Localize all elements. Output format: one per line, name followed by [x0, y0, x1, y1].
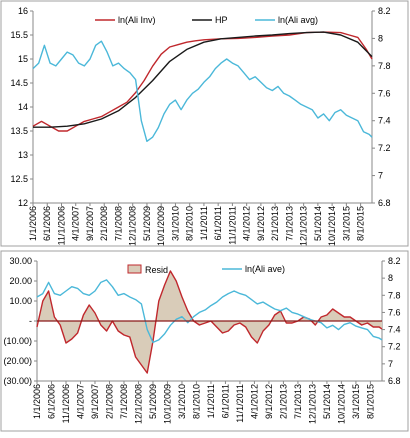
right-axis-tick-label: 6.8: [388, 376, 401, 386]
x-axis-tick-label: 3/1/2015: [341, 206, 351, 241]
x-axis-tick-label: 4/1/2012: [249, 384, 259, 419]
legend-swatch: [127, 264, 142, 274]
right-axis-tick-label: 8: [378, 33, 383, 43]
x-axis-tick-label: 2/1/2008: [104, 384, 114, 419]
x-axis-tick-label: 5/1/2009: [142, 206, 152, 241]
right-axis-tick-label: 7.8: [378, 61, 391, 71]
x-axis-tick-label: 7/1/2008: [119, 384, 129, 419]
x-axis-tick-label: 12/1/2008: [128, 206, 138, 246]
x-axis-tick-label: 3/1/2015: [351, 384, 361, 419]
left-axis-tick-label: 20.00: [9, 276, 32, 286]
right-axis-tick-label: 7.2: [378, 143, 391, 153]
left-axis-tick-label: 30.00: [9, 256, 32, 266]
right-axis-tick-label: 7.4: [378, 116, 391, 126]
x-axis-tick-label: 6/1/2011: [213, 206, 223, 240]
x-axis-tick-label: 2/1/2008: [99, 206, 109, 241]
x-axis-tick-label: 2/1/2013: [278, 384, 288, 419]
right-axis-tick-label: 7.6: [388, 307, 401, 317]
left-axis-tick-label: 13.5: [10, 126, 28, 136]
x-axis-tick-label: 9/1/2007: [85, 206, 95, 241]
x-axis-tick-label: 11/1/2006: [61, 384, 71, 423]
left-axis-tick-label: 12.5: [10, 174, 28, 184]
x-axis-tick-label: 4/1/2012: [242, 206, 252, 241]
x-axis-tick-label: 1/1/2006: [32, 384, 42, 419]
x-axis-tick-label: 8/1/2010: [185, 206, 195, 241]
x-axis-tick-label: 3/1/2010: [170, 206, 180, 241]
legend-label: HP: [215, 15, 228, 25]
x-axis-tick-label: 1/1/2011: [199, 206, 209, 240]
legend-label: Resid: [145, 265, 168, 275]
x-axis-tick-label: 5/1/2014: [322, 384, 332, 419]
x-axis-tick-label: 9/1/2012: [256, 206, 266, 241]
x-axis-tick-label: 6/1/2006: [42, 206, 52, 241]
x-axis-tick-label: 4/1/2007: [71, 206, 81, 241]
x-axis-tick-label: 3/1/2010: [177, 384, 187, 419]
right-axis-tick-label: 7.2: [388, 342, 401, 352]
x-axis-tick-label: 10/1/2009: [156, 206, 166, 246]
bottom-chart: (30.00) (20.00) (10.00) - 10.00 20.00 30.00 6.8…: [3, 256, 400, 424]
x-axis-tick-label: 1/1/2006: [28, 206, 38, 241]
left-axis-tick-label: 10.00: [9, 296, 32, 306]
left-axis-tick-label: (30.00): [3, 376, 32, 386]
x-axis-tick-label: 10/1/2014: [336, 384, 346, 424]
x-axis-tick-label: 10/1/2014: [327, 206, 337, 246]
right-axis-tick-label: 7.6: [378, 88, 391, 98]
x-axis-tick-label: 6/1/2006: [46, 384, 56, 419]
series-line-ln-ali-avg-: [32, 40, 373, 142]
series-line-ln-ali-ave-: [36, 279, 383, 344]
left-axis-tick-label: (10.00): [3, 336, 32, 346]
right-axis-tick-label: 8.2: [388, 256, 401, 266]
left-axis-tick-label: (20.00): [3, 356, 32, 366]
x-axis-tick-label: 12/1/2013: [307, 384, 317, 424]
x-axis-tick-label: 6/1/2011: [220, 384, 230, 418]
x-axis-tick-label: 4/1/2007: [75, 384, 85, 419]
x-axis-tick-label: 8/1/2015: [365, 384, 375, 419]
right-axis-tick-label: 6.8: [378, 198, 391, 208]
left-axis-tick-label: 16: [18, 6, 28, 16]
top-chart: 12 12.5 13 13.5 14 14.5 15 15.5 16 6.8 7 7.2 7.4 7.6 7…: [10, 6, 390, 246]
right-axis-tick-label: 8.2: [378, 6, 391, 16]
x-axis-tick-label: 9/1/2012: [264, 384, 274, 419]
left-axis-tick-label: -: [29, 316, 32, 326]
left-axis-tick-label: 14: [18, 102, 28, 112]
x-axis-tick-label: 12/1/2008: [133, 384, 143, 424]
x-axis-tick-label: 10/1/2009: [162, 384, 172, 424]
x-axis-tick-label: 11/1/2006: [56, 206, 66, 245]
legend-label: ln(Ali avg): [278, 15, 318, 25]
x-axis-tick-label: 8/1/2010: [191, 384, 201, 419]
right-axis-tick-label: 7.4: [388, 325, 401, 335]
x-axis-tick-label: 7/1/2013: [293, 384, 303, 419]
legend-label: ln(Ali Inv): [118, 15, 156, 25]
right-axis-tick-label: 7: [378, 171, 383, 181]
x-axis-tick-label: 8/1/2015: [356, 206, 366, 241]
left-axis-tick-label: 15.5: [10, 30, 28, 40]
left-axis-tick-label: 12: [18, 198, 28, 208]
right-axis-tick-label: 7: [388, 359, 393, 369]
x-axis-tick-label: 2/1/2013: [270, 206, 280, 241]
x-axis-tick-label: 7/1/2008: [113, 206, 123, 241]
legend-label: ln(Ali ave): [245, 264, 285, 274]
x-axis-tick-label: 11/1/2011: [227, 206, 237, 245]
right-axis-tick-label: 7.8: [388, 290, 401, 300]
left-axis-tick-label: 14.5: [10, 78, 28, 88]
x-axis-tick-label: 1/1/2011: [206, 384, 216, 418]
x-axis-tick-label: 9/1/2007: [90, 384, 100, 419]
left-axis-tick-label: 13: [18, 150, 28, 160]
x-axis-tick-label: 12/1/2013: [299, 206, 309, 246]
x-axis-tick-label: 7/1/2013: [284, 206, 294, 241]
x-axis-tick-label: 11/1/2011: [235, 384, 245, 423]
right-axis-tick-label: 8: [388, 273, 393, 283]
left-axis-tick-label: 15: [18, 54, 28, 64]
series-line-hp: [33, 31, 373, 128]
x-axis-tick-label: 5/1/2014: [313, 206, 323, 241]
x-axis-tick-label: 5/1/2009: [148, 384, 158, 419]
